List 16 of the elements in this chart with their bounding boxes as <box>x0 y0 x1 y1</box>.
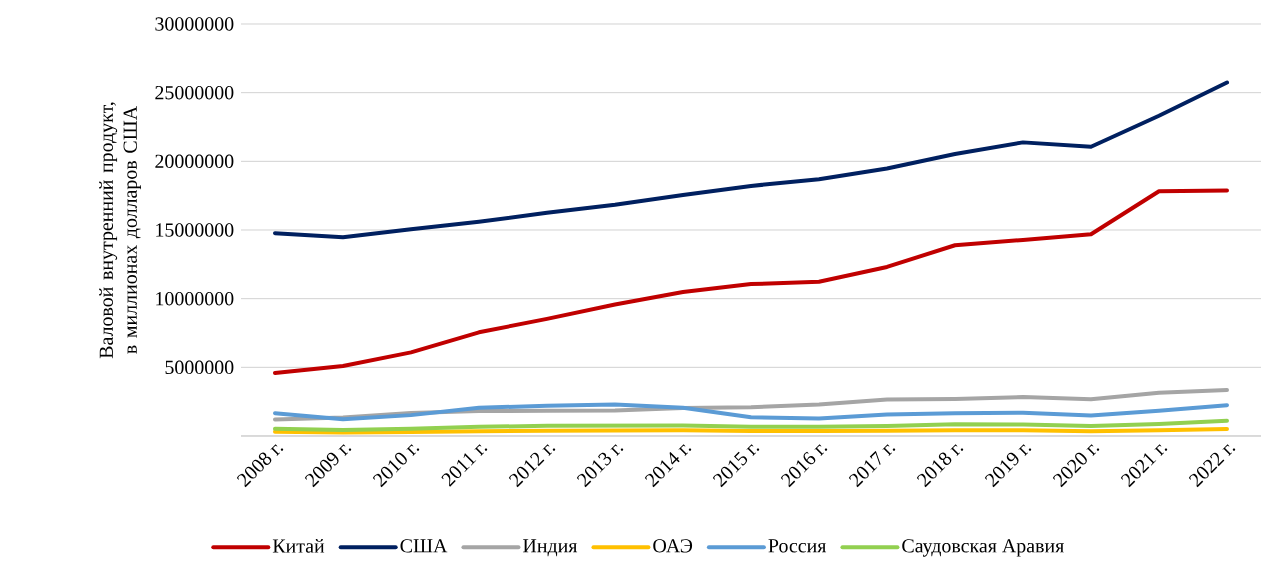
y-tick-label: 25000000 <box>155 85 234 100</box>
y-tick-label: 20000000 <box>155 154 234 169</box>
legend-label: США <box>400 539 448 553</box>
legend-label: Индия <box>523 539 578 557</box>
line-series <box>273 80 1229 240</box>
legend-label: ОАЭ <box>653 539 693 553</box>
legend-label: Китай <box>272 538 325 553</box>
legend-label: Россия <box>768 539 827 553</box>
y-axis-title: Валовой внутренний продукт, в миллионах долларов США <box>99 102 141 359</box>
y-tick-label: 10000000 <box>156 291 234 306</box>
y-tick-label: 30000000 <box>155 17 234 31</box>
line-series <box>273 402 1229 422</box>
y-tick-label: 5000000 <box>165 360 234 375</box>
line-series <box>273 188 1229 375</box>
legend-label: Саудовская Аравия <box>902 539 1064 557</box>
y-tick-label: 15000000 <box>156 223 234 237</box>
